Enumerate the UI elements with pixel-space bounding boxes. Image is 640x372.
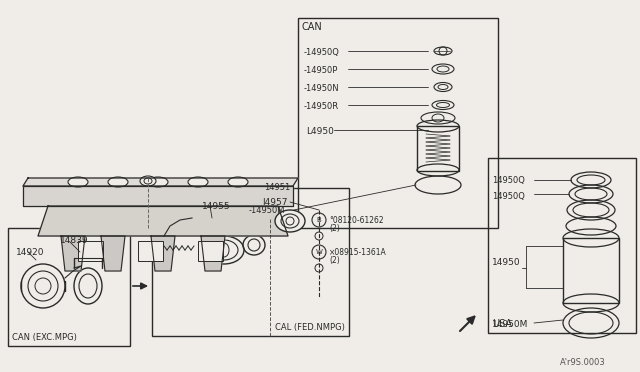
- Ellipse shape: [188, 177, 208, 187]
- Polygon shape: [23, 178, 298, 186]
- Text: -14950Q: -14950Q: [304, 48, 340, 57]
- Ellipse shape: [228, 177, 248, 187]
- Circle shape: [35, 278, 51, 294]
- Text: 14950Q: 14950Q: [492, 176, 525, 185]
- Polygon shape: [23, 186, 293, 206]
- Ellipse shape: [281, 214, 299, 228]
- Text: 14951: 14951: [264, 183, 291, 192]
- Polygon shape: [101, 236, 125, 271]
- Text: B: B: [317, 217, 321, 223]
- Ellipse shape: [275, 210, 305, 232]
- Ellipse shape: [148, 177, 168, 187]
- Bar: [152, 188, 349, 336]
- Text: °08120-61262: °08120-61262: [329, 216, 383, 225]
- Bar: [488, 158, 636, 333]
- Bar: [198, 241, 223, 261]
- Bar: [298, 18, 498, 228]
- Text: (2): (2): [329, 256, 340, 265]
- Text: -14950P: -14950P: [304, 66, 339, 75]
- Bar: [563, 238, 619, 303]
- Circle shape: [21, 264, 65, 308]
- Bar: [8, 228, 130, 346]
- Text: 14955: 14955: [202, 202, 230, 211]
- Text: -14950R: -14950R: [304, 102, 339, 111]
- Text: 14950M: 14950M: [492, 320, 529, 329]
- Ellipse shape: [108, 177, 128, 187]
- Text: l4957: l4957: [262, 198, 287, 207]
- Text: A'r9S.0003: A'r9S.0003: [560, 358, 605, 367]
- Bar: [138, 241, 163, 261]
- Text: 14920: 14920: [16, 248, 45, 257]
- Text: L4950: L4950: [306, 127, 334, 136]
- Text: CAL (FED.NMPG): CAL (FED.NMPG): [275, 323, 345, 332]
- Text: USA: USA: [492, 319, 512, 329]
- Polygon shape: [151, 236, 175, 271]
- Bar: [78, 241, 103, 261]
- Polygon shape: [38, 206, 288, 236]
- Bar: [417, 126, 459, 171]
- Text: -14950M: -14950M: [249, 206, 285, 215]
- Text: (2): (2): [329, 224, 340, 233]
- Text: ×08915-1361A: ×08915-1361A: [329, 248, 387, 257]
- Text: 14950: 14950: [492, 258, 520, 267]
- Polygon shape: [201, 236, 225, 271]
- Circle shape: [28, 271, 58, 301]
- Text: CAN (EXC.MPG): CAN (EXC.MPG): [12, 333, 77, 342]
- Text: CAN: CAN: [302, 22, 323, 32]
- Ellipse shape: [68, 177, 88, 187]
- Ellipse shape: [140, 176, 156, 186]
- Polygon shape: [61, 236, 85, 271]
- Text: 14950Q: 14950Q: [492, 192, 525, 201]
- Text: 14839: 14839: [60, 236, 88, 245]
- Text: W: W: [316, 249, 323, 255]
- Text: -14950N: -14950N: [304, 84, 340, 93]
